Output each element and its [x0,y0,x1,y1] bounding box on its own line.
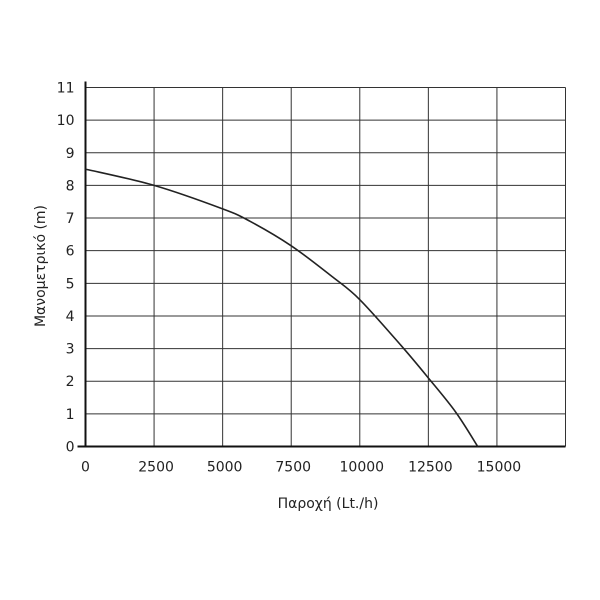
x-tick-label: 2500 [138,460,174,476]
y-tick-label: 4 [66,309,75,325]
x-tick-label: 10000 [340,460,385,476]
x-tick-label: 7500 [275,460,311,476]
series [85,168,479,447]
tick-labels: 0 2500 5000 7500 10000 12500 15000 0 1 2 3 4 5 6 7 8 9 10… [57,81,522,476]
x-tick-label: 5000 [207,460,243,476]
y-tick-label: 11 [57,81,75,97]
y-tick-label: 1 [66,407,75,423]
x-axis-label: Παροχή (Lt./h) [278,496,379,512]
y-tick-label: 5 [66,276,75,292]
y-tick-label: 6 [66,244,75,260]
x-tick-label: 0 [81,460,90,476]
y-tick-label: 7 [66,211,75,227]
grid [85,87,566,447]
y-tick-label: 10 [57,113,75,129]
y-tick-label: 0 [66,440,75,456]
y-tick-label: 2 [66,374,75,390]
x-tick-label: 12500 [408,460,453,476]
y-axis-label: Μανομετρικό (m) [33,205,49,327]
y-tick-label: 8 [66,178,75,194]
pump-curve-line [85,168,479,447]
x-tick-label: 15000 [477,460,522,476]
axes [77,81,566,448]
y-tick-label: 9 [66,146,75,162]
y-tick-label: 3 [66,342,75,358]
